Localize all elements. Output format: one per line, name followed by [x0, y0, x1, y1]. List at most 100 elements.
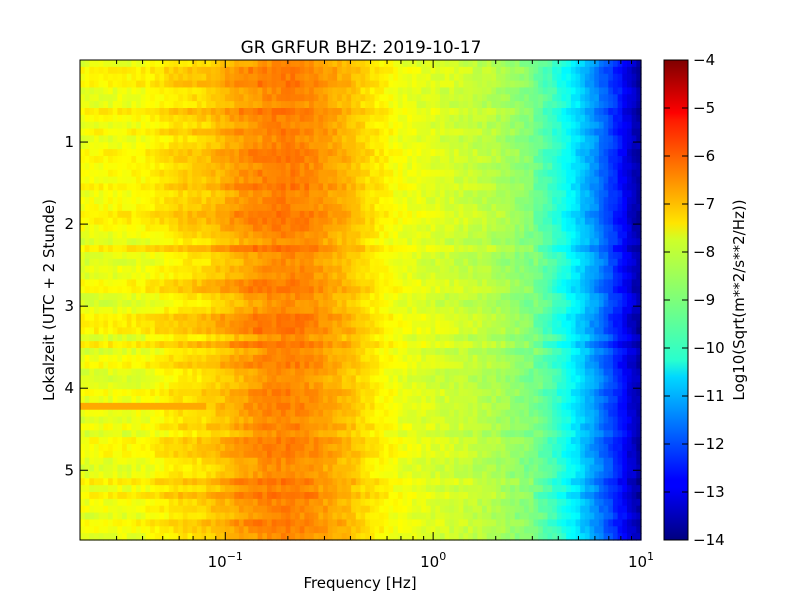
heatmap-cell: [140, 361, 147, 370]
heatmap-cell: [145, 533, 151, 541]
heatmap-cell: [173, 176, 179, 185]
heatmap-cell: [332, 382, 338, 390]
heatmap-cell: [271, 402, 277, 411]
heatmap-cell: [117, 149, 123, 157]
heatmap-cell: [383, 396, 390, 404]
heatmap-cell: [299, 169, 305, 178]
heatmap-cell: [136, 279, 142, 287]
heatmap-cell: [369, 437, 376, 445]
heatmap-cell: [276, 526, 282, 534]
heatmap-cell: [168, 293, 175, 301]
heatmap-cell: [295, 108, 301, 116]
heatmap-cell: [388, 334, 394, 342]
heatmap-cell: [154, 66, 161, 75]
heatmap-cell: [360, 437, 366, 445]
heatmap-cell: [122, 457, 128, 466]
heatmap-cell: [383, 348, 390, 356]
heatmap-cell: [271, 478, 277, 486]
heatmap-cell: [309, 162, 315, 171]
heatmap-cell: [238, 437, 245, 445]
heatmap-cell: [393, 162, 399, 171]
heatmap-cell: [159, 375, 165, 383]
heatmap-cell: [285, 450, 291, 459]
heatmap-cell: [299, 348, 305, 356]
heatmap-cell: [224, 252, 231, 260]
heatmap-cell: [164, 73, 170, 82]
heatmap-cell: [103, 478, 109, 486]
heatmap-cell: [243, 286, 249, 294]
heatmap-cell: [243, 389, 249, 397]
heatmap-cell: [173, 361, 179, 370]
heatmap-cell: [80, 498, 86, 507]
heatmap-cell: [360, 471, 366, 479]
heatmap-cell: [206, 114, 212, 123]
heatmap-cell: [271, 231, 277, 239]
heatmap-cell: [94, 341, 100, 349]
heatmap-cell: [80, 265, 86, 274]
heatmap-cell: [262, 169, 268, 178]
heatmap-cell: [215, 204, 221, 212]
heatmap-cell: [262, 121, 268, 130]
heatmap-cell: [159, 464, 165, 473]
heatmap-cell: [299, 114, 305, 123]
heatmap-cell: [192, 245, 198, 253]
heatmap-cell: [220, 402, 226, 411]
heatmap-cell: [140, 66, 147, 75]
heatmap-cell: [224, 348, 231, 356]
heatmap-cell: [281, 87, 287, 95]
heatmap-cell: [374, 430, 380, 438]
heatmap-cell: [108, 60, 114, 68]
heatmap-cell: [164, 272, 170, 281]
heatmap-cell: [276, 306, 282, 315]
heatmap-cell: [234, 135, 240, 143]
heatmap-cell: [238, 162, 245, 171]
heatmap-cell: [276, 334, 282, 342]
heatmap-cell: [388, 341, 394, 349]
heatmap-cell: [407, 492, 413, 500]
heatmap-cell: [365, 457, 371, 466]
heatmap-cell: [407, 334, 413, 342]
heatmap-cell: [80, 149, 86, 157]
heatmap-cell: [313, 334, 320, 342]
heatmap-cell: [299, 300, 305, 308]
heatmap-cell: [108, 114, 114, 123]
heatmap-cell: [332, 334, 338, 342]
heatmap-cell: [210, 142, 217, 150]
heatmap-cell: [295, 204, 301, 212]
heatmap-cell: [108, 368, 114, 377]
heatmap-cell: [215, 210, 221, 219]
heatmap-cell: [145, 80, 151, 89]
heatmap-cell: [112, 142, 118, 150]
heatmap-cell: [369, 60, 376, 68]
heatmap-cell: [229, 444, 235, 452]
heatmap-cell: [295, 519, 301, 527]
heatmap-cell: [117, 478, 123, 486]
heatmap-cell: [383, 327, 390, 335]
heatmap-cell: [196, 121, 203, 130]
heatmap-cell: [332, 149, 338, 157]
heatmap-cell: [290, 176, 296, 185]
heatmap-cell: [117, 258, 123, 267]
heatmap-cell: [337, 272, 343, 281]
heatmap-cell: [210, 101, 217, 109]
heatmap-cell: [262, 114, 268, 123]
heatmap-cell: [112, 444, 118, 452]
heatmap-cell: [383, 320, 390, 329]
heatmap-cell: [234, 306, 240, 315]
heatmap-cell: [94, 87, 100, 95]
heatmap-cell: [351, 464, 357, 473]
heatmap-cell: [136, 492, 142, 500]
heatmap-cell: [271, 416, 277, 425]
heatmap-cell: [89, 156, 95, 164]
heatmap-cell: [267, 437, 273, 445]
heatmap-cell: [80, 272, 86, 281]
heatmap-cell: [383, 526, 390, 534]
heatmap-cell: [136, 348, 142, 356]
heatmap-cell: [187, 382, 193, 390]
heatmap-cell: [304, 183, 310, 191]
heatmap-cell: [299, 183, 305, 191]
heatmap-cell: [290, 389, 296, 397]
heatmap-cell: [383, 361, 390, 370]
heatmap-cell: [281, 306, 287, 315]
heatmap-cell: [182, 94, 189, 102]
